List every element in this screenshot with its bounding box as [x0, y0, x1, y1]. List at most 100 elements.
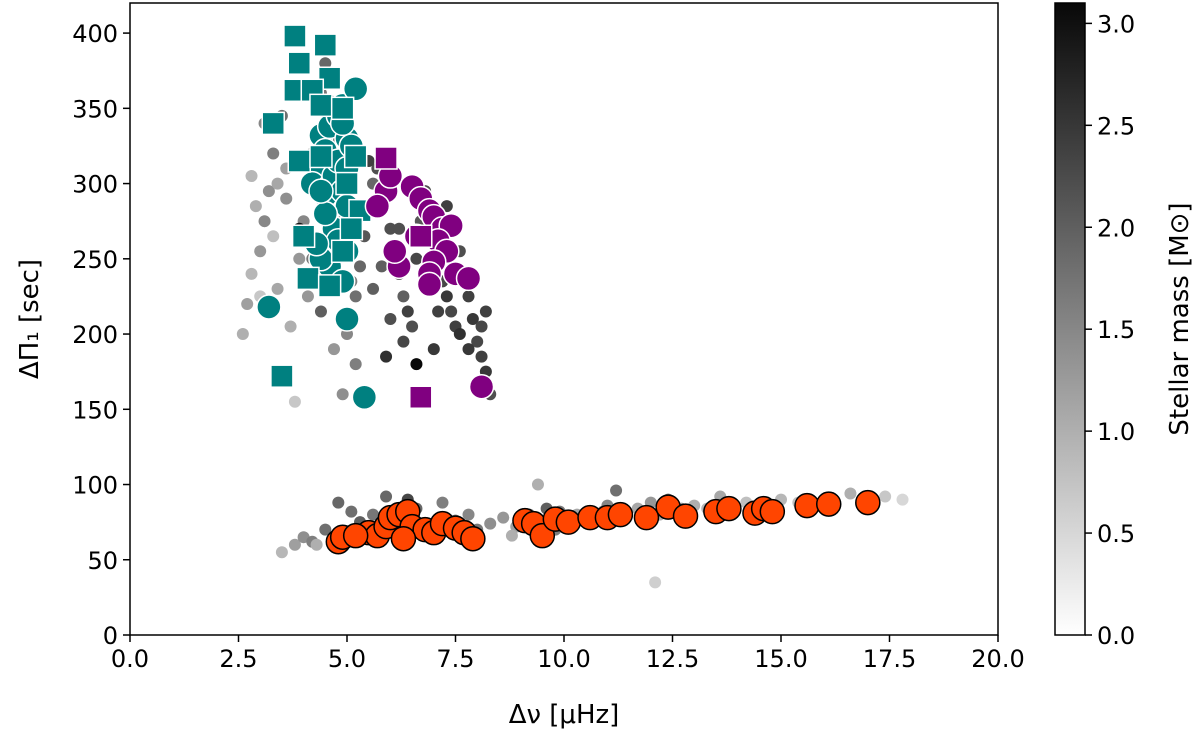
mass-point — [245, 267, 258, 280]
circle-marker — [342, 76, 369, 102]
mass-point — [384, 313, 397, 325]
mass-point — [267, 230, 280, 243]
mass-point — [610, 484, 623, 497]
main-axes: 0.0 2.5 5.0 7.5 10.0 12.5 15.0 17.5 20.0 0 50 100 15… — [15, 2, 1025, 730]
square-marker — [330, 96, 355, 121]
circle-marker — [455, 265, 482, 292]
square-marker — [309, 93, 333, 118]
y-tick-label: 300 — [72, 171, 118, 199]
mass-point — [531, 478, 544, 491]
mass-point — [505, 529, 518, 542]
mass-point — [284, 320, 297, 333]
y-tick-label: 150 — [72, 396, 118, 424]
plot-frame — [129, 2, 999, 636]
mass-point — [649, 576, 662, 589]
colorbar-tick-label: 3.0 — [1097, 10, 1135, 38]
mass-point — [479, 305, 492, 318]
mass-point — [241, 297, 254, 310]
circle-marker — [633, 504, 660, 531]
circle-marker — [460, 525, 486, 552]
mass-point — [319, 523, 332, 536]
mass-point — [453, 328, 466, 341]
circle-marker — [312, 200, 339, 227]
mass-point — [288, 395, 301, 408]
circle-marker — [256, 294, 282, 320]
mass-point — [258, 215, 271, 228]
y-tick-label: 350 — [72, 95, 118, 123]
circle-marker — [351, 384, 378, 410]
x-tick-label: 12.5 — [646, 645, 699, 673]
square-marker — [374, 146, 398, 170]
mass-point — [367, 282, 380, 295]
mass-point — [245, 170, 258, 183]
mass-point — [896, 493, 909, 506]
x-tick-label: 20.0 — [971, 645, 1024, 673]
circle-marker — [364, 193, 391, 219]
mass-point — [301, 290, 314, 303]
circle-marker — [794, 492, 820, 519]
mass-point — [844, 487, 857, 500]
mass-point — [462, 290, 475, 303]
mass-point — [310, 538, 323, 551]
mass-point — [275, 546, 288, 559]
mass-point — [440, 290, 453, 303]
circle-marker — [555, 509, 582, 535]
mass-point — [293, 252, 306, 265]
colorbar-gradient — [1054, 2, 1086, 636]
mass-point — [236, 328, 249, 341]
data-layer — [236, 24, 909, 589]
mass-point — [280, 192, 293, 205]
x-tick-label: 7.5 — [436, 645, 474, 673]
square-marker — [343, 144, 368, 169]
mass-point — [466, 313, 479, 325]
mass-point — [375, 260, 388, 273]
x-tick-label: 10.0 — [537, 645, 590, 673]
square-marker — [261, 111, 285, 136]
colorbar-tick-label: 0.5 — [1097, 520, 1135, 548]
mass-point — [288, 538, 301, 551]
mass-point — [401, 305, 414, 318]
y-tick-label: 0 — [103, 622, 118, 650]
circle-marker — [468, 373, 495, 400]
square-marker — [317, 274, 342, 298]
colorbar-tick-label: 1.5 — [1097, 316, 1135, 344]
mass-point — [336, 388, 349, 401]
circle-marker — [815, 491, 842, 517]
square-marker — [409, 224, 433, 248]
mass-point — [484, 517, 497, 530]
square-marker — [287, 149, 312, 173]
square-marker — [339, 216, 364, 241]
square-marker — [296, 266, 320, 291]
square-marker — [317, 66, 342, 90]
circle-marker — [342, 522, 369, 549]
x-tick-label: 0.0 — [111, 645, 149, 673]
circle-marker — [855, 489, 881, 516]
mass-point — [327, 343, 340, 356]
mass-point — [410, 252, 423, 265]
square-marker — [287, 51, 312, 75]
mass-point — [271, 282, 284, 295]
mass-point — [427, 343, 440, 356]
mass-point — [445, 305, 458, 318]
mass-point — [432, 305, 445, 318]
mass-point — [345, 505, 358, 518]
mass-point — [267, 147, 280, 160]
mass-point — [354, 260, 367, 273]
colorbar-tick-label: 1.0 — [1097, 418, 1135, 446]
circle-marker — [416, 271, 443, 298]
mass-point — [349, 358, 362, 371]
mass-point — [314, 305, 327, 318]
mass-point — [367, 508, 380, 521]
mass-point — [332, 496, 345, 509]
mass-point — [397, 290, 410, 303]
square-marker — [330, 239, 355, 264]
y-tick-label: 400 — [72, 20, 118, 48]
mass-point — [254, 245, 267, 258]
mass-point — [380, 350, 393, 363]
y-tick-label: 100 — [72, 472, 118, 500]
mass-point — [462, 343, 475, 356]
mass-point — [475, 350, 488, 363]
circle-marker — [390, 525, 417, 552]
mass-point — [462, 508, 475, 521]
